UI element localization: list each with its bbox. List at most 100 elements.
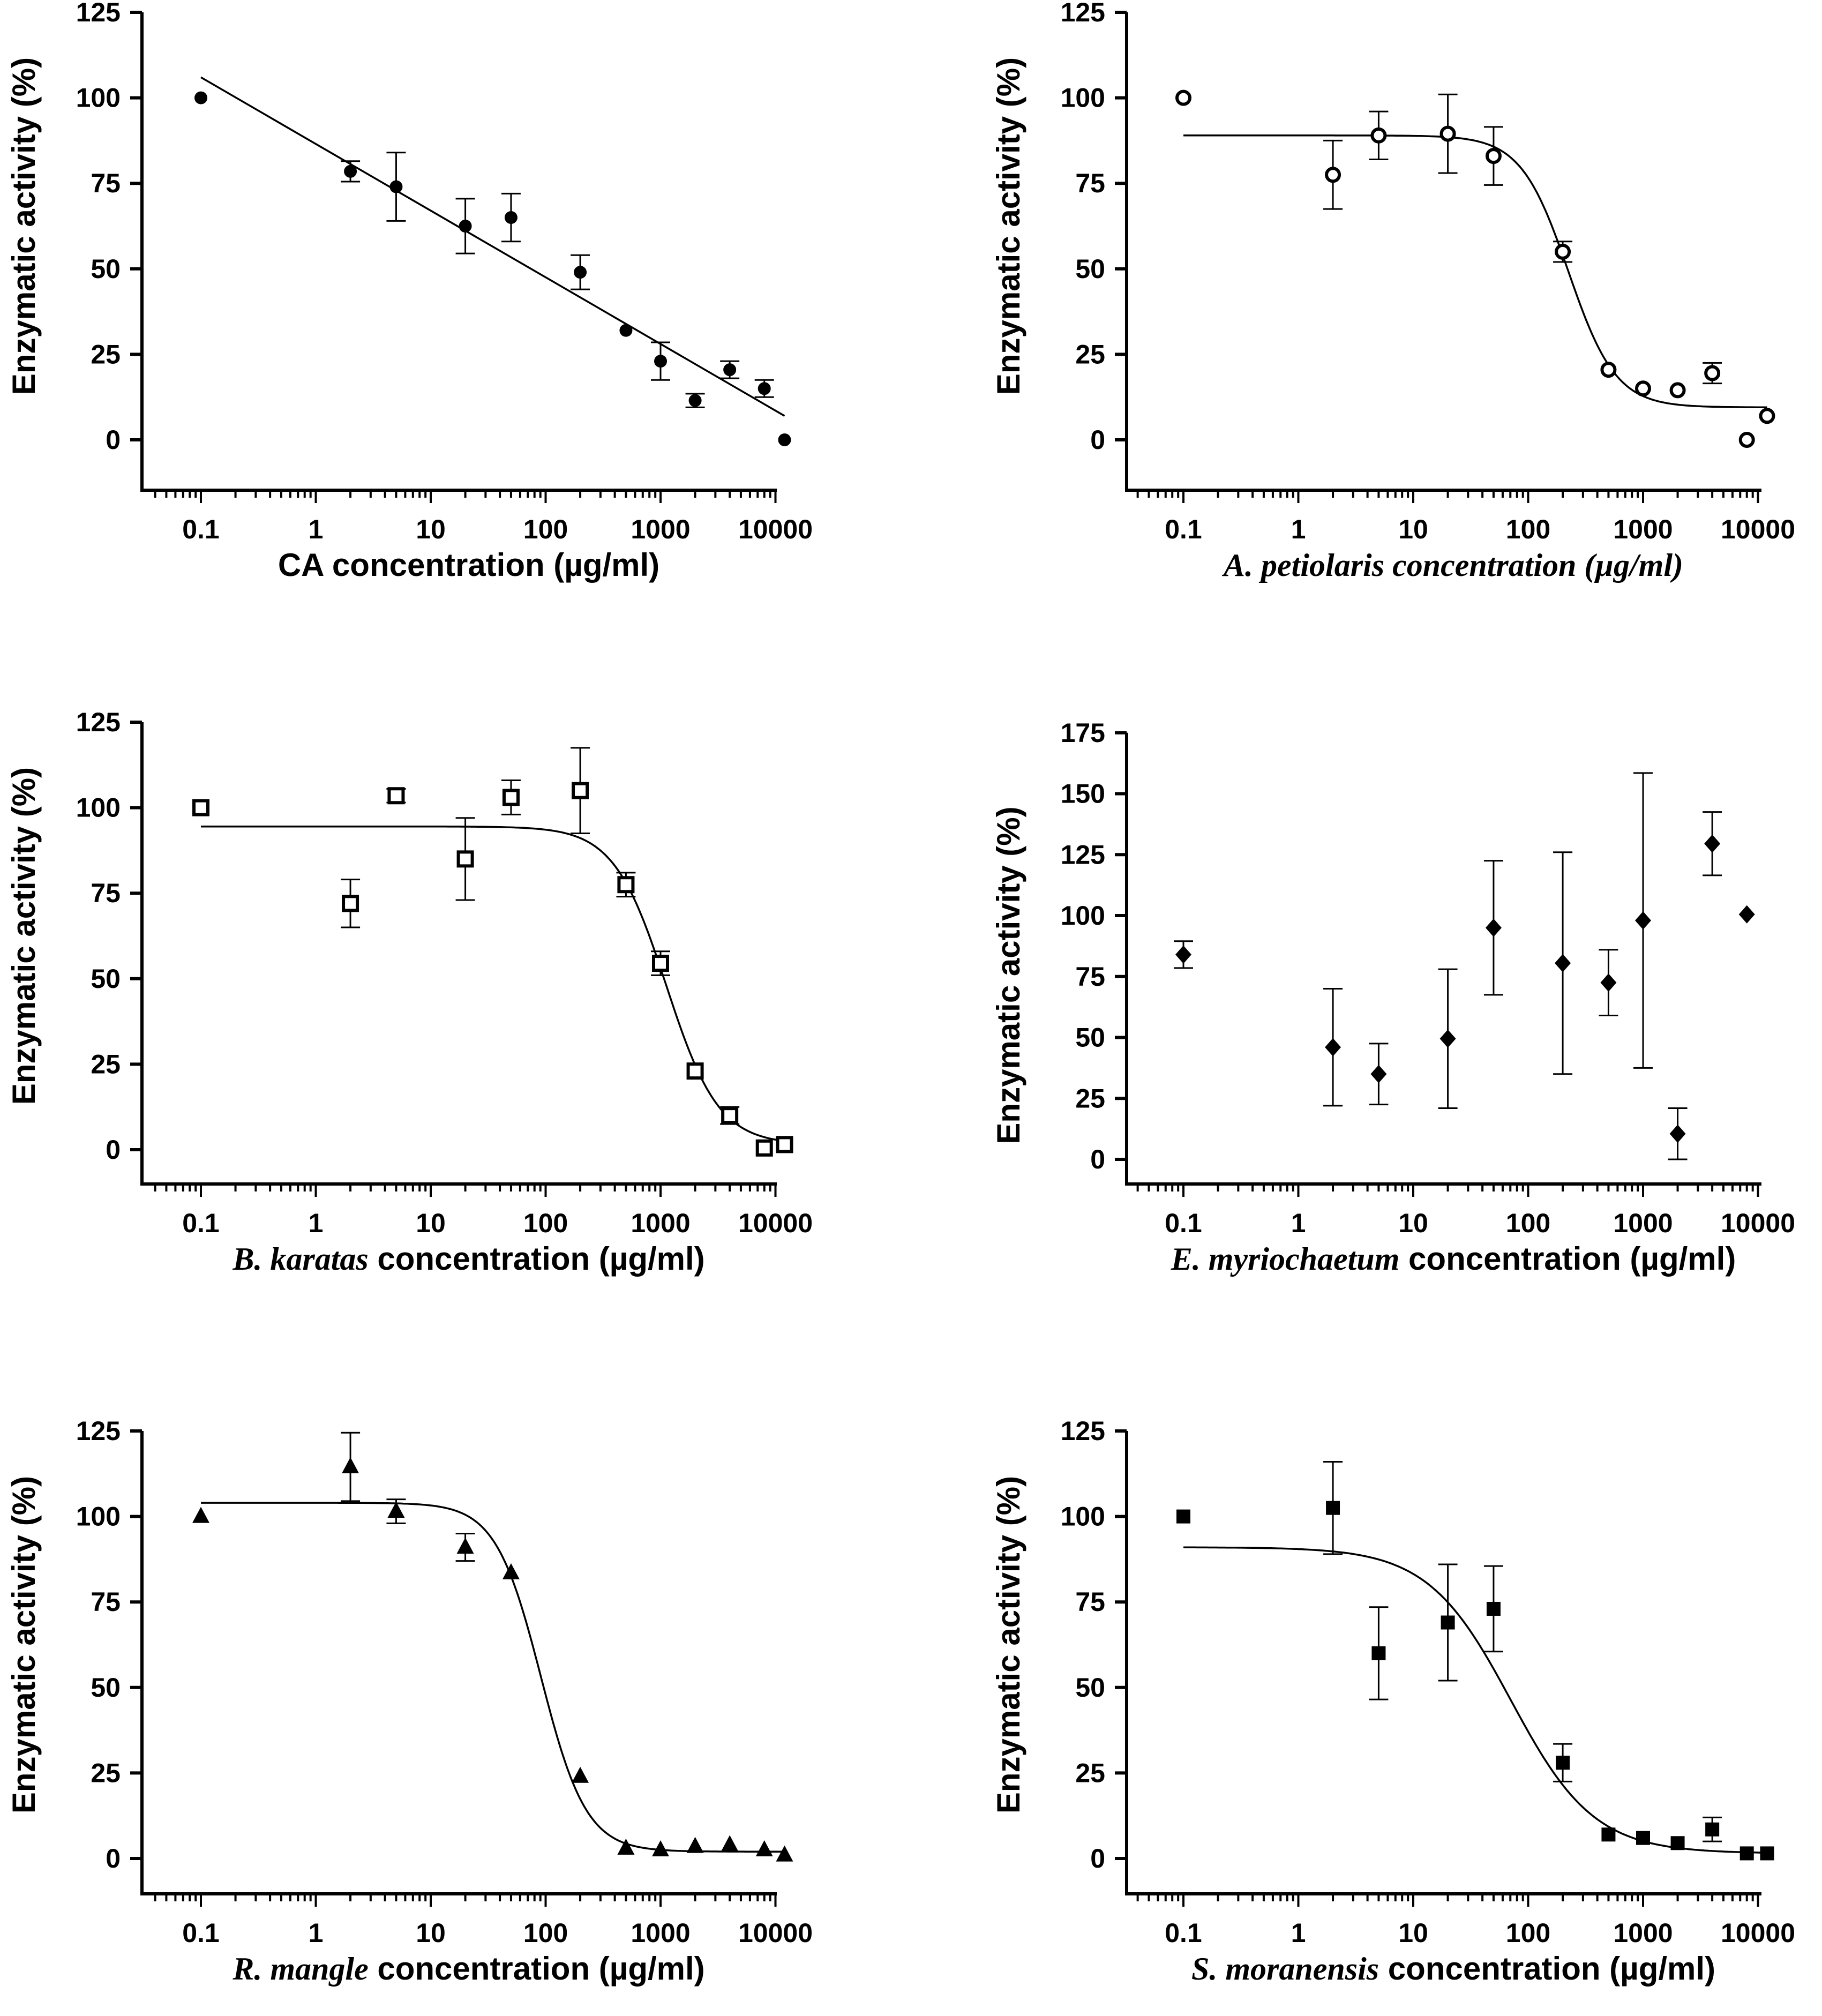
data-point [1670,1836,1685,1850]
y-tick-label: 0 [1090,1144,1105,1174]
data-point [456,850,474,868]
x-tick-label: 100 [1506,1208,1550,1238]
data-point [1636,1831,1650,1845]
data-point [1669,1125,1686,1143]
y-tick-label: 125 [1061,840,1105,870]
data-point [1704,834,1721,853]
y-tick-label: 25 [91,1758,121,1788]
x-tick-label: 10 [416,514,446,544]
x-tick-label: 0.1 [1165,1918,1202,1948]
y-tick-label: 50 [1075,1023,1105,1053]
x-axis-title-species: R. mangle [232,1951,368,1987]
x-tick-label: 10000 [738,514,813,544]
data-point [1600,973,1617,992]
data-point [1704,365,1721,381]
y-tick-label: 25 [1075,1083,1105,1113]
y-tick-label: 50 [1075,254,1105,284]
data-point [755,1840,773,1857]
data-point [1370,1065,1387,1083]
y-tick-label: 0 [106,1135,121,1165]
data-point [459,220,472,233]
data-point [1705,1822,1720,1837]
data-point [654,355,667,368]
data-point [721,1835,739,1852]
x-tick-label: 0.1 [1165,1208,1202,1238]
y-tick-label: 150 [1061,779,1105,809]
data-point [776,1845,793,1862]
data-point [387,1502,405,1518]
data-point [1739,1846,1754,1861]
y-tick-label: 50 [91,254,121,284]
y-tick-label: 100 [76,83,121,113]
x-tick-label: 1 [1291,1918,1306,1948]
data-point [1439,125,1456,142]
data-point [619,324,633,337]
data-point [723,363,737,377]
x-tick-label: 1000 [631,1918,690,1948]
fit-curve [1183,134,1767,408]
data-point [1326,1501,1340,1515]
data-point [778,433,791,446]
x-axis-title-species: A. petiolaris [1221,548,1384,583]
y-tick-label: 125 [76,0,121,27]
x-tick-label: 100 [523,1208,568,1238]
y-tick-label: 100 [76,793,121,823]
x-tick-label: 10000 [738,1918,813,1948]
data-point [1370,127,1387,144]
data-point [721,1107,739,1125]
data-point [504,211,518,224]
fit-line [200,76,785,417]
x-tick-label: 100 [1506,1918,1550,1948]
x-tick-label: 10000 [738,1208,813,1238]
y-tick-label: 175 [1061,718,1105,748]
chart-panel-4: 0 25 50 75 100 125 150 175 0.1 1 10 100 1000 10000 Enz… [991,718,1795,1277]
x-tick-label: 1000 [631,1208,690,1238]
y-tick-label: 0 [1090,425,1105,455]
fit-curve [1183,1546,1767,1854]
data-point [344,164,357,178]
data-point [686,1837,704,1853]
fit-curve [201,1502,785,1853]
x-axis-title-rest: concentration (µg/ml) [1399,1241,1736,1277]
data-point [389,180,403,193]
y-tick-label: 100 [76,1502,121,1532]
x-tick-label: 0.1 [182,514,220,544]
x-axis-title: S. moranensis concentration (µg/ml) [1191,1951,1715,1987]
fit-curve [201,825,785,1142]
data-point [1441,1615,1455,1630]
y-tick-label: 100 [1061,83,1105,113]
chart-panel-6: 0 25 50 75 100 125 0.1 1 10 100 1000 10000 Enzymatic… [991,1416,1795,1987]
x-axis-title: E. myriochaetum concentration (µg/ml) [1171,1241,1736,1277]
data-point [755,1139,773,1157]
data-point [1669,382,1686,399]
y-tick-label: 125 [1061,1416,1105,1446]
data-point [1439,1029,1456,1048]
y-axis-title: Enzymatic activity (%) [991,57,1026,395]
y-axis-title: Enzymatic activity (%) [6,1476,42,1813]
data-point [1556,1756,1570,1770]
y-axis-title: Enzymatic activity (%) [991,1476,1026,1813]
data-point [342,1457,359,1474]
data-point [572,1766,589,1783]
x-axis-title: A. petiolaris concentration (µg/ml) [1221,548,1683,583]
x-axis-title-species: S. moranensis [1191,1951,1379,1987]
y-tick-label: 0 [106,1843,121,1873]
x-tick-label: 1000 [631,514,690,544]
y-axis-title: Enzymatic activity (%) [991,806,1026,1144]
y-tick-label: 100 [1061,1502,1105,1532]
x-tick-label: 1 [309,514,324,544]
data-point [1371,1646,1386,1660]
data-point [342,895,359,912]
data-point [194,91,207,104]
y-tick-label: 75 [91,878,121,908]
y-tick-label: 50 [1075,1673,1105,1703]
y-tick-label: 125 [1061,0,1105,27]
data-point [192,799,209,816]
x-tick-label: 1000 [1613,1208,1673,1238]
data-point [1555,243,1571,260]
x-axis-title-rest: concentration (µg/ml) [1379,1951,1715,1987]
data-point [652,1840,669,1857]
x-tick-label: 10 [1398,514,1428,544]
x-tick-label: 1 [1291,514,1306,544]
data-point [1175,945,1191,964]
